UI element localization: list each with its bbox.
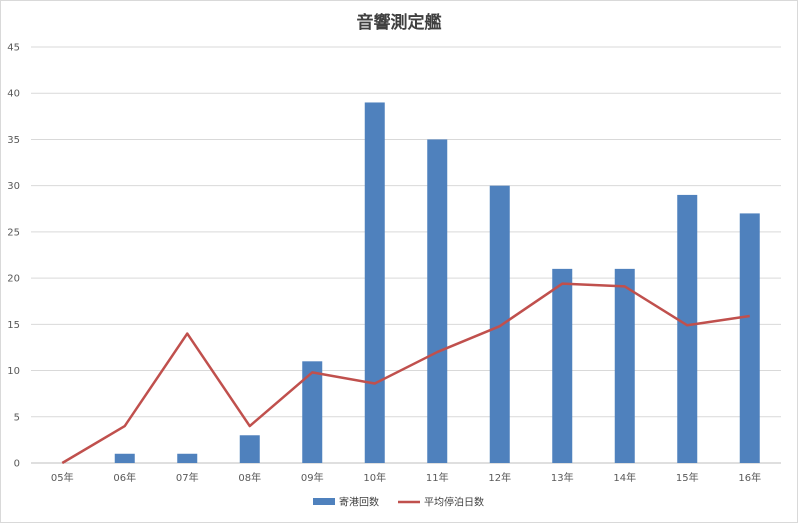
x-tick-label: 10年	[363, 471, 386, 484]
series-line	[61, 282, 750, 465]
bar	[677, 194, 698, 463]
chart-title: 音響測定艦	[356, 13, 442, 33]
y-tick-label: 45	[7, 43, 20, 54]
x-tick-label: 14年	[613, 471, 636, 484]
x-tick-label: 12年	[488, 471, 511, 484]
x-tick-label: 09年	[301, 471, 324, 484]
bar	[239, 435, 260, 463]
legend-swatch-bar	[313, 498, 335, 505]
legend-label: 平均停泊日数	[424, 496, 484, 509]
y-tick-label: 35	[7, 135, 20, 146]
x-tick-label: 13年	[551, 471, 574, 484]
bar	[177, 453, 198, 463]
x-tick-label: 16年	[738, 471, 761, 484]
x-tick-label: 07年	[176, 471, 199, 484]
x-tick-label: 05年	[51, 471, 74, 484]
y-tick-label: 30	[7, 181, 20, 192]
legend-label: 寄港回数	[339, 496, 379, 509]
bar	[614, 268, 635, 463]
bar	[739, 213, 760, 463]
y-tick-label: 20	[7, 274, 20, 285]
x-tick-label: 08年	[238, 471, 261, 484]
bar	[302, 361, 323, 463]
bar	[427, 139, 448, 463]
bar	[364, 102, 385, 463]
x-tick-label: 06年	[113, 471, 136, 484]
x-tick-label: 11年	[426, 471, 449, 484]
y-tick-label: 25	[7, 227, 20, 238]
y-tick-label: 40	[7, 89, 20, 100]
x-tick-label: 15年	[676, 471, 699, 484]
bar	[114, 453, 135, 463]
y-tick-label: 0	[14, 459, 20, 470]
y-tick-label: 10	[7, 366, 20, 377]
y-tick-label: 15	[7, 320, 20, 331]
y-tick-label: 5	[14, 412, 20, 423]
bar	[552, 268, 573, 463]
bar	[489, 185, 510, 463]
